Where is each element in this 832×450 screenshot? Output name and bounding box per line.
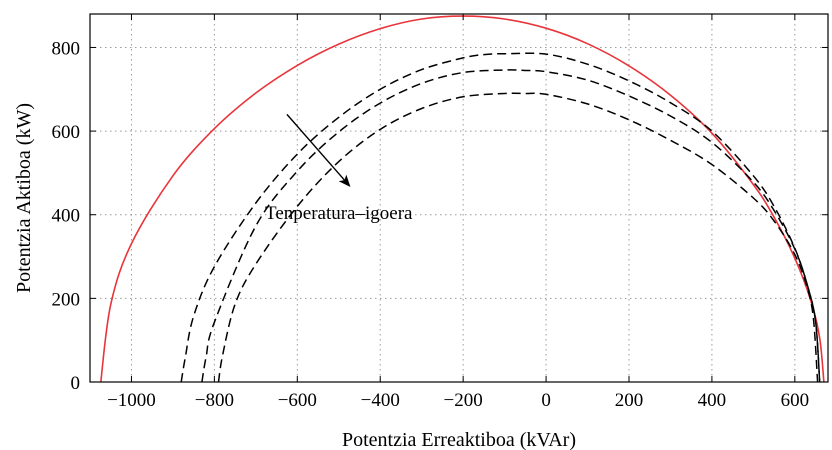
- x-axis-label: Potentzia Erreaktiboa (kVAr): [342, 429, 576, 450]
- x-tick-label: 0: [541, 390, 551, 411]
- capability-curve-dashed-3: [217, 92, 819, 382]
- x-tick-label: −600: [278, 390, 317, 411]
- annotation-label: Tenperatura–igoera: [265, 203, 413, 224]
- x-tick-label: −400: [361, 390, 400, 411]
- y-tick-label: 200: [52, 289, 81, 310]
- x-tick-label: −800: [195, 390, 234, 411]
- capability-curve-dashed-2: [201, 69, 821, 382]
- y-axis-label: Potentzia Aktiboa (kW): [13, 103, 35, 293]
- capability-curve-solid: [100, 15, 825, 382]
- x-tick-label: −200: [444, 390, 483, 411]
- plot-frame: [89, 13, 829, 383]
- x-tick-label: 200: [615, 390, 644, 411]
- x-tick-label: 400: [698, 390, 727, 411]
- grid: [90, 14, 828, 383]
- annotation: Tenperatura–igoera: [265, 113, 413, 224]
- y-tick-label: 800: [52, 38, 81, 59]
- capability-curve-dashed-1: [180, 52, 821, 382]
- series-layer: [100, 15, 825, 382]
- y-tick-label: 400: [52, 206, 81, 227]
- y-tick-label: 0: [71, 373, 81, 394]
- temperature-rise-arrow: [286, 113, 351, 187]
- y-tick-label: 600: [52, 122, 81, 143]
- x-tick-label: 600: [781, 390, 810, 411]
- ticks: −1000 −800 −600 −400 −200 0 200 400 600 0 200 400 60…: [52, 14, 828, 411]
- x-tick-label: −1000: [107, 390, 156, 411]
